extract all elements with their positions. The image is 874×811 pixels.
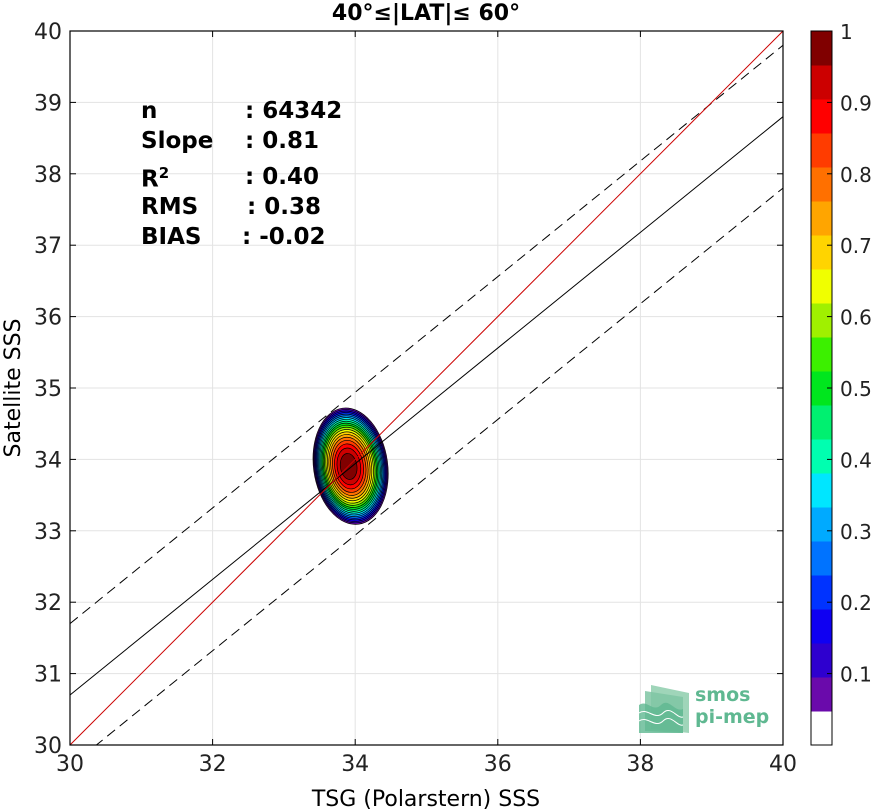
x-axis-ticks: 30 32 34 36 38 40	[56, 31, 797, 777]
stat-r2-label: R2	[141, 164, 169, 193]
colorbar-segment	[811, 133, 832, 168]
colorbar-segment	[811, 99, 832, 134]
colorbar-segment	[811, 405, 832, 440]
colorbar-tick-label: 0.1	[840, 663, 872, 687]
stat-n-label: n	[141, 98, 158, 124]
colorbar-segment	[811, 235, 832, 270]
colorbar-segment	[811, 609, 832, 644]
x-tick-label: 36	[484, 752, 512, 777]
stat-rms-value: : 0.38	[247, 194, 321, 220]
lower-bound-line	[95, 187, 783, 745]
logo-text-pimep: pi-mep	[695, 706, 770, 728]
colorbar-segment	[811, 65, 832, 100]
colorbar-tick-label: 0.5	[840, 377, 872, 401]
x-tick-label: 40	[769, 752, 797, 777]
x-tick-label: 32	[199, 752, 227, 777]
stat-n-value: : 64342	[245, 98, 343, 124]
y-tick-label: 39	[34, 91, 62, 116]
colorbar-segment	[811, 575, 832, 610]
stat-rms-label: RMS	[141, 194, 199, 220]
colorbar-tick-label: 0.7	[840, 234, 872, 258]
y-axis-label: Satellite SSS	[1, 319, 26, 458]
stat-slope-value: : 0.81	[245, 128, 319, 154]
y-tick-label: 35	[34, 377, 62, 402]
colorbar-segment	[811, 711, 832, 746]
density-contours	[312, 407, 389, 525]
x-tick-label: 34	[341, 752, 369, 777]
colorbar: 0.1 0.2 0.3 0.4 0.5 0.6 0.7 0.8 0.9 1	[810, 20, 872, 746]
y-tick-label: 31	[34, 663, 62, 688]
y-tick-label: 36	[34, 306, 62, 331]
colorbar-segment	[811, 337, 832, 372]
upper-bound-line	[70, 44, 783, 625]
stat-r2-value: : 0.40	[245, 164, 319, 190]
stat-slope-label: Slope	[141, 128, 214, 154]
x-axis-label: TSG (Polarstern) SSS	[311, 787, 540, 811]
colorbar-segment	[811, 439, 832, 474]
colorbar-segment	[811, 371, 832, 406]
y-tick-label: 38	[34, 163, 62, 188]
colorbar-tick-label: 0.2	[840, 591, 872, 615]
colorbar-segment	[811, 541, 832, 576]
colorbar-tick-label: 0.6	[840, 306, 872, 330]
colorbar-segment	[811, 473, 832, 508]
stat-bias-value: : -0.02	[242, 224, 326, 250]
smos-pi-mep-logo: smos pi-mep	[637, 683, 777, 735]
y-tick-label: 37	[34, 234, 62, 259]
reference-lines	[70, 31, 783, 745]
regression-line	[70, 116, 783, 696]
colorbar-tick-label: 1	[840, 20, 853, 44]
colorbar-segment	[811, 167, 832, 202]
x-tick-label: 38	[626, 752, 654, 777]
stat-r2-exponent: 2	[158, 164, 170, 182]
colorbar-segment	[811, 269, 832, 304]
stat-bias-label: BIAS	[141, 224, 202, 250]
colorbar-tick-label: 0.4	[840, 448, 872, 472]
y-tick-label: 30	[34, 734, 62, 759]
colorbar-segment	[811, 31, 832, 66]
y-tick-label: 33	[34, 520, 62, 545]
colorbar-segment	[811, 677, 832, 712]
y-tick-label: 34	[34, 448, 62, 473]
stat-r2-letter: R	[141, 166, 159, 193]
chart-title: 40°≤|LAT|≤ 60°	[332, 1, 520, 26]
colorbar-tick-label: 0.8	[840, 163, 872, 187]
y-axis-ticks: 30 31 32 33 34 35 36 37 38 39 40	[34, 20, 783, 759]
colorbar-segment	[811, 201, 832, 236]
x-tick-label: 30	[56, 752, 84, 777]
logo-wave-icon	[638, 685, 689, 733]
identity-line	[70, 31, 783, 745]
logo-text-smos: smos	[695, 684, 751, 706]
colorbar-segment	[811, 507, 832, 542]
y-tick-label: 40	[34, 20, 62, 45]
y-tick-label: 32	[34, 591, 62, 616]
colorbar-segment	[811, 303, 832, 338]
colorbar-tick-label: 0.3	[840, 520, 872, 544]
colorbar-segment	[811, 643, 832, 678]
colorbar-tick-label: 0.9	[840, 91, 872, 115]
